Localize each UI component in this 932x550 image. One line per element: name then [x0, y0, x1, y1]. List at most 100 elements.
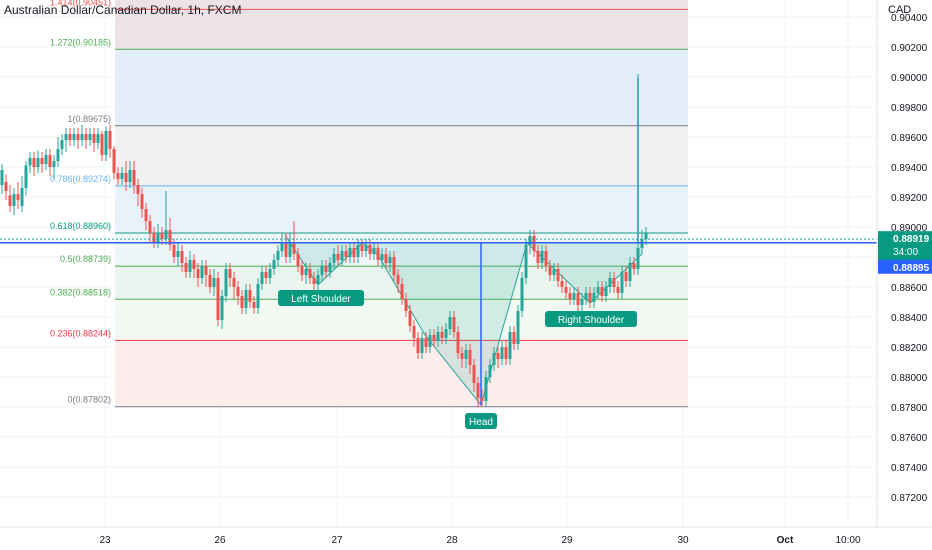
candle-up	[644, 233, 648, 239]
candle-up	[580, 299, 584, 305]
price-axis-tick-label: 0.89800	[891, 103, 928, 114]
candle-up	[244, 290, 248, 308]
time-axis-tick-label: 27	[331, 535, 343, 546]
time-axis-tick-label: 30	[677, 535, 689, 546]
current-price-value: 0.88919	[893, 234, 930, 245]
candle-down	[396, 275, 400, 284]
candle-down	[296, 254, 300, 266]
candle-down	[132, 170, 136, 185]
candle-up	[272, 260, 276, 269]
candle-down	[556, 269, 560, 281]
candle-down	[232, 278, 236, 287]
candle-up	[328, 263, 332, 272]
fib-level-label: 1.272(0.90185)	[50, 37, 111, 47]
candle-down	[360, 245, 364, 251]
candle-up	[428, 335, 432, 347]
candle-up	[224, 269, 228, 296]
candle-down	[548, 266, 552, 275]
line-price-tag	[878, 259, 932, 274]
candle-up	[28, 158, 32, 166]
fib-level-label: 1(0.89675)	[67, 114, 111, 124]
candle-up	[88, 134, 92, 140]
candle-up	[484, 377, 488, 401]
candle-down	[588, 293, 592, 302]
candle-down	[184, 263, 188, 272]
candle-up	[340, 251, 344, 260]
price-axis-tick-label: 0.88400	[891, 313, 928, 324]
candle-up	[620, 272, 624, 293]
candle-up	[420, 338, 424, 353]
fib-level-label: 0(0.87802)	[67, 395, 111, 405]
candle-up	[316, 275, 320, 284]
candle-up	[596, 287, 600, 293]
candle-down	[252, 302, 256, 308]
chart-title: Australian Dollar/Canadian Dollar, 1h, F…	[4, 3, 242, 17]
candle-down	[312, 278, 316, 284]
candle-up	[120, 173, 124, 179]
candle-down	[112, 149, 116, 173]
time-axis-tick-label: 10:00	[835, 535, 860, 546]
candle-up	[592, 293, 596, 302]
candle-down	[144, 209, 148, 221]
candle-up	[364, 245, 368, 251]
candle-down	[136, 185, 140, 194]
candle-up	[356, 245, 360, 257]
candle-down	[476, 383, 480, 398]
candle-up	[520, 278, 524, 311]
candle-down	[376, 248, 380, 260]
candle-down	[204, 266, 208, 275]
candle-up	[540, 251, 544, 263]
candle-down	[92, 134, 96, 143]
candle-up	[332, 254, 336, 263]
candle-down	[408, 311, 412, 326]
candle-down	[460, 353, 464, 359]
candle-down	[68, 134, 72, 140]
candle-down	[124, 173, 128, 182]
candle-down	[632, 263, 636, 269]
candle-up	[0, 170, 4, 185]
candle-down	[8, 195, 12, 206]
candle-down	[300, 266, 304, 275]
candle-down	[336, 254, 340, 260]
current-price-tag	[878, 231, 932, 262]
candle-up	[80, 134, 84, 140]
candle-down	[160, 233, 164, 239]
candle-down	[324, 266, 328, 272]
candle-down	[624, 272, 628, 281]
fib-zone	[115, 185, 688, 233]
pattern-label-head: Head	[469, 417, 493, 428]
candle-up	[72, 134, 76, 140]
price-axis-tick-label: 0.88600	[891, 283, 928, 294]
candle-down	[576, 293, 580, 305]
candle-up	[448, 317, 452, 329]
candle-up	[348, 248, 352, 257]
pattern-label-bg	[278, 290, 364, 306]
candle-down	[404, 299, 408, 311]
candle-down	[368, 245, 372, 254]
fib-zone	[115, 233, 688, 267]
candle-up	[516, 311, 520, 344]
candle-down	[612, 278, 616, 287]
candle-up	[200, 266, 204, 278]
candle-up	[220, 296, 224, 320]
candle-down	[196, 269, 200, 278]
fib-level-label: 0.618(0.88960)	[50, 221, 111, 231]
candle-down	[208, 275, 212, 287]
candle-down	[560, 281, 564, 287]
fib-zone	[115, 9, 688, 50]
candle-down	[40, 158, 44, 164]
candle-down	[480, 398, 484, 401]
candle-up	[444, 329, 448, 338]
candle-down	[172, 245, 176, 257]
candle-down	[440, 332, 444, 338]
candle-down	[108, 131, 112, 149]
time-axis-tick-label: 28	[446, 535, 458, 546]
candle-up	[280, 242, 284, 251]
currency-label: CAD	[888, 4, 912, 16]
candle-down	[236, 287, 240, 296]
candle-down	[568, 293, 572, 299]
price-axis-tick-label: 0.90200	[891, 43, 928, 54]
candle-up	[20, 188, 24, 206]
price-axis-tick-label: 0.87800	[891, 403, 928, 414]
